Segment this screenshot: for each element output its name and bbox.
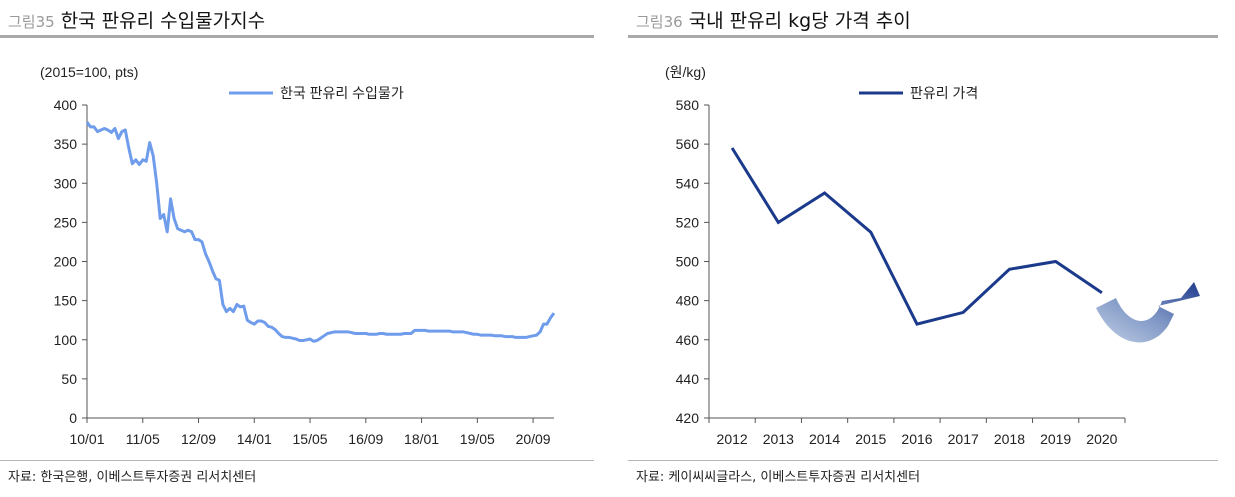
legend-label: 판유리 가격 — [910, 85, 978, 101]
x-tick-label: 2017 — [948, 431, 979, 447]
figure-36-panel: 그림36 국내 판유리 kg당 가격 추이 (원/kg) 420 440 460 480 5… — [628, 0, 1228, 497]
source-note: 자료: 케이씨씨글라스, 이베스트투자증권 리서치센터 — [636, 470, 921, 485]
y-tick-label: 520 — [676, 214, 700, 230]
x-tick-label: 2014 — [809, 431, 840, 447]
x-tick-label: 19/05 — [460, 431, 495, 447]
glass-price-per-kg-chart: (원/kg) 420 440 460 480 500 520 540 560 580 2012 201… — [665, 64, 1200, 447]
title-rule — [628, 35, 1218, 38]
y-tick-label: 440 — [676, 371, 700, 387]
figure-number: 그림35 — [8, 13, 55, 31]
figure-title-text: 국내 판유리 kg당 가격 추이 — [688, 10, 911, 32]
x-tick-label: 18/01 — [404, 431, 439, 447]
legend-label: 한국 판유리 수입물가 — [280, 85, 404, 101]
x-tick-label: 16/09 — [348, 431, 383, 447]
y-tick-label: 200 — [54, 254, 78, 270]
y-tick-label: 50 — [61, 371, 77, 387]
x-tick-label: 15/05 — [293, 431, 328, 447]
x-tick-label: 10/01 — [69, 431, 104, 447]
y-tick-label: 350 — [54, 136, 78, 152]
x-tick-label: 11/05 — [126, 431, 160, 447]
y-tick-label: 0 — [69, 410, 77, 426]
trend-arrow-icon — [1096, 282, 1200, 343]
x-tick-label: 2015 — [855, 431, 886, 447]
series-line-glass-price — [730, 147, 1103, 326]
y-tick-label: 300 — [54, 175, 78, 191]
y-tick-label: 150 — [54, 293, 78, 309]
x-tick-label: 2016 — [901, 431, 932, 447]
y-tick-label: 560 — [676, 136, 700, 152]
x-tick-label: 2012 — [717, 431, 748, 447]
y-axis-unit-label: (원/kg) — [665, 64, 706, 80]
y-tick-label: 460 — [676, 332, 700, 348]
y-tick-label: 420 — [676, 410, 700, 426]
series-line-import-price — [85, 121, 556, 343]
y-tick-label: 400 — [54, 97, 78, 113]
figure-number: 그림36 — [636, 13, 683, 31]
source-note: 자료: 한국은행, 이베스트투자증권 리서치센터 — [8, 470, 257, 485]
x-tick-label: 20/09 — [516, 431, 551, 447]
source-rule — [628, 460, 1218, 461]
figure-35-panel: 그림35 한국 판유리 수입물가지수 (2015=100, pts) 0 50 100 1… — [0, 0, 600, 497]
x-tick-label: 12/09 — [181, 431, 216, 447]
x-tick-label: 2018 — [994, 431, 1025, 447]
y-tick-label: 100 — [54, 332, 78, 348]
figure-title-text: 한국 판유리 수입물가지수 — [60, 10, 266, 32]
x-tick-label: 2019 — [1040, 431, 1071, 447]
x-tick-label: 14/01 — [237, 431, 272, 447]
y-tick-label: 540 — [676, 175, 700, 191]
x-tick-label: 2013 — [763, 431, 794, 447]
y-axis-unit-label: (2015=100, pts) — [40, 64, 138, 80]
y-tick-label: 250 — [54, 214, 78, 230]
y-tick-label: 580 — [676, 97, 700, 113]
figure-title: 그림36 국내 판유리 kg당 가격 추이 — [636, 6, 911, 33]
y-tick-label: 480 — [676, 293, 700, 309]
y-tick-label: 500 — [676, 254, 700, 270]
source-rule — [0, 460, 594, 461]
figure-title: 그림35 한국 판유리 수입물가지수 — [8, 6, 265, 33]
import-price-index-chart: (2015=100, pts) 0 50 100 150 200 250 300 350 400 1… — [40, 64, 556, 447]
title-rule — [0, 35, 594, 38]
x-tick-label: 2020 — [1086, 431, 1117, 447]
